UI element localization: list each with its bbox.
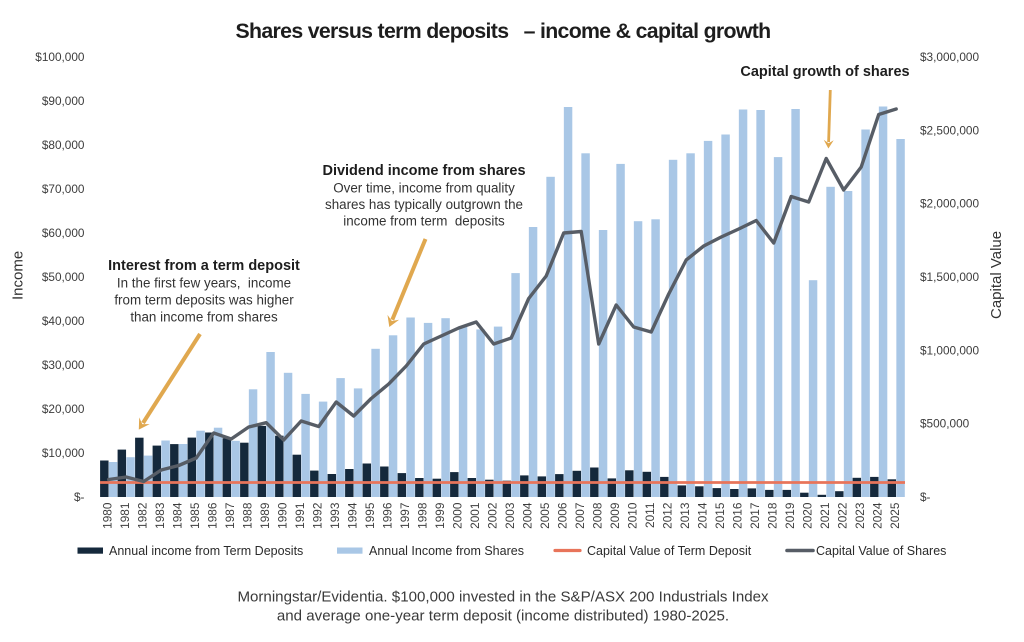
svg-text:Morningstar/Evidentia. $100,00: Morningstar/Evidentia. $100,000 invested… <box>237 589 769 606</box>
svg-text:In the first few years, incom: In the first few years, income <box>117 276 291 291</box>
svg-text:Capital Value of Shares: Capital Value of Shares <box>816 544 946 558</box>
svg-text:1985: 1985 <box>188 502 202 529</box>
svg-text:$2,500,000: $2,500,000 <box>920 123 979 137</box>
svg-text:1992: 1992 <box>311 503 325 529</box>
svg-text:Annual Income from Shares: Annual Income from Shares <box>369 544 524 558</box>
svg-text:2016: 2016 <box>731 502 745 529</box>
svg-text:1994: 1994 <box>346 502 360 529</box>
svg-text:$90,000: $90,000 <box>42 94 85 108</box>
svg-text:$70,000: $70,000 <box>42 182 85 196</box>
svg-text:$1,500,000: $1,500,000 <box>920 270 979 284</box>
svg-text:and average one-year term depo: and average one-year term deposit (incom… <box>277 607 729 624</box>
svg-text:$30,000: $30,000 <box>42 358 85 372</box>
svg-text:Over time, income from quality: Over time, income from quality <box>333 181 515 196</box>
svg-text:Dividend income from shares: Dividend income from shares <box>322 163 525 179</box>
svg-text:2008: 2008 <box>591 502 605 529</box>
svg-text:2001: 2001 <box>468 503 482 529</box>
svg-text:$3,000,000: $3,000,000 <box>920 50 979 64</box>
svg-text:1981: 1981 <box>118 503 132 529</box>
svg-text:2023: 2023 <box>853 502 867 529</box>
svg-text:1997: 1997 <box>398 503 412 529</box>
svg-text:1986: 1986 <box>206 502 220 529</box>
svg-text:2013: 2013 <box>678 502 692 529</box>
svg-text:Capital Value: Capital Value <box>988 231 1005 319</box>
svg-text:Annual income from Term Deposi: Annual income from Term Deposits <box>109 544 303 558</box>
svg-text:1989: 1989 <box>258 503 272 529</box>
svg-text:2021: 2021 <box>818 503 832 529</box>
svg-text:1993: 1993 <box>328 502 342 529</box>
svg-text:2019: 2019 <box>783 503 797 529</box>
svg-text:1980: 1980 <box>101 502 115 529</box>
svg-text:2006: 2006 <box>556 502 570 529</box>
svg-text:2014: 2014 <box>696 502 710 529</box>
svg-text:2010: 2010 <box>626 502 640 529</box>
svg-text:1988: 1988 <box>241 502 255 529</box>
svg-text:1984: 1984 <box>171 502 185 529</box>
svg-text:$20,000: $20,000 <box>42 402 85 416</box>
svg-text:2025: 2025 <box>888 502 902 529</box>
svg-text:2017: 2017 <box>748 503 762 529</box>
svg-text:from term deposits was higher: from term deposits was higher <box>114 293 294 308</box>
svg-text:$10,000: $10,000 <box>42 446 85 460</box>
svg-text:1999: 1999 <box>433 503 447 529</box>
svg-text:Capital Value of Term Deposit: Capital Value of Term Deposit <box>587 544 752 558</box>
svg-text:2000: 2000 <box>451 502 465 529</box>
svg-text:2011: 2011 <box>643 503 657 528</box>
svg-text:Interest from a term deposit: Interest from a term deposit <box>108 258 300 274</box>
svg-text:$1,000,000: $1,000,000 <box>920 343 979 357</box>
svg-text:2024: 2024 <box>871 502 885 529</box>
svg-text:$50,000: $50,000 <box>42 270 85 284</box>
svg-text:Income: Income <box>10 251 27 300</box>
svg-text:1987: 1987 <box>223 503 237 529</box>
svg-text:shares has typically outgrown: shares has typically outgrown the <box>325 197 523 212</box>
svg-text:$-: $- <box>74 490 85 504</box>
svg-text:2015: 2015 <box>713 502 727 529</box>
svg-text:2002: 2002 <box>486 503 500 529</box>
svg-text:income from term deposits: income from term deposits <box>343 214 505 229</box>
svg-text:2005: 2005 <box>538 502 552 529</box>
svg-text:1996: 1996 <box>381 502 395 529</box>
svg-text:$2,000,000: $2,000,000 <box>920 197 979 211</box>
svg-text:$60,000: $60,000 <box>42 226 85 240</box>
svg-text:2018: 2018 <box>766 502 780 529</box>
svg-text:Capital growth of shares: Capital growth of shares <box>740 64 909 80</box>
svg-text:2004: 2004 <box>521 502 535 529</box>
svg-text:2020: 2020 <box>801 502 815 529</box>
svg-text:1983: 1983 <box>153 502 167 529</box>
svg-text:2007: 2007 <box>573 503 587 529</box>
svg-text:1998: 1998 <box>416 502 430 529</box>
svg-text:$500,000: $500,000 <box>920 417 970 431</box>
svg-text:1990: 1990 <box>276 502 290 529</box>
svg-text:2003: 2003 <box>503 502 517 529</box>
svg-text:2012: 2012 <box>661 503 675 529</box>
svg-text:$80,000: $80,000 <box>42 138 85 152</box>
svg-text:$40,000: $40,000 <box>42 314 85 328</box>
svg-text:$-: $- <box>920 490 931 504</box>
svg-text:$100,000: $100,000 <box>35 50 85 64</box>
svg-text:1982: 1982 <box>136 503 150 529</box>
svg-text:2009: 2009 <box>608 503 622 529</box>
svg-text:2022: 2022 <box>836 503 850 529</box>
svg-text:1991: 1991 <box>293 503 307 529</box>
svg-text:1995: 1995 <box>363 502 377 529</box>
svg-text:than income from shares: than income from shares <box>130 310 278 325</box>
svg-text:Shares versus term deposits –: Shares versus term deposits – income & c… <box>236 19 771 43</box>
